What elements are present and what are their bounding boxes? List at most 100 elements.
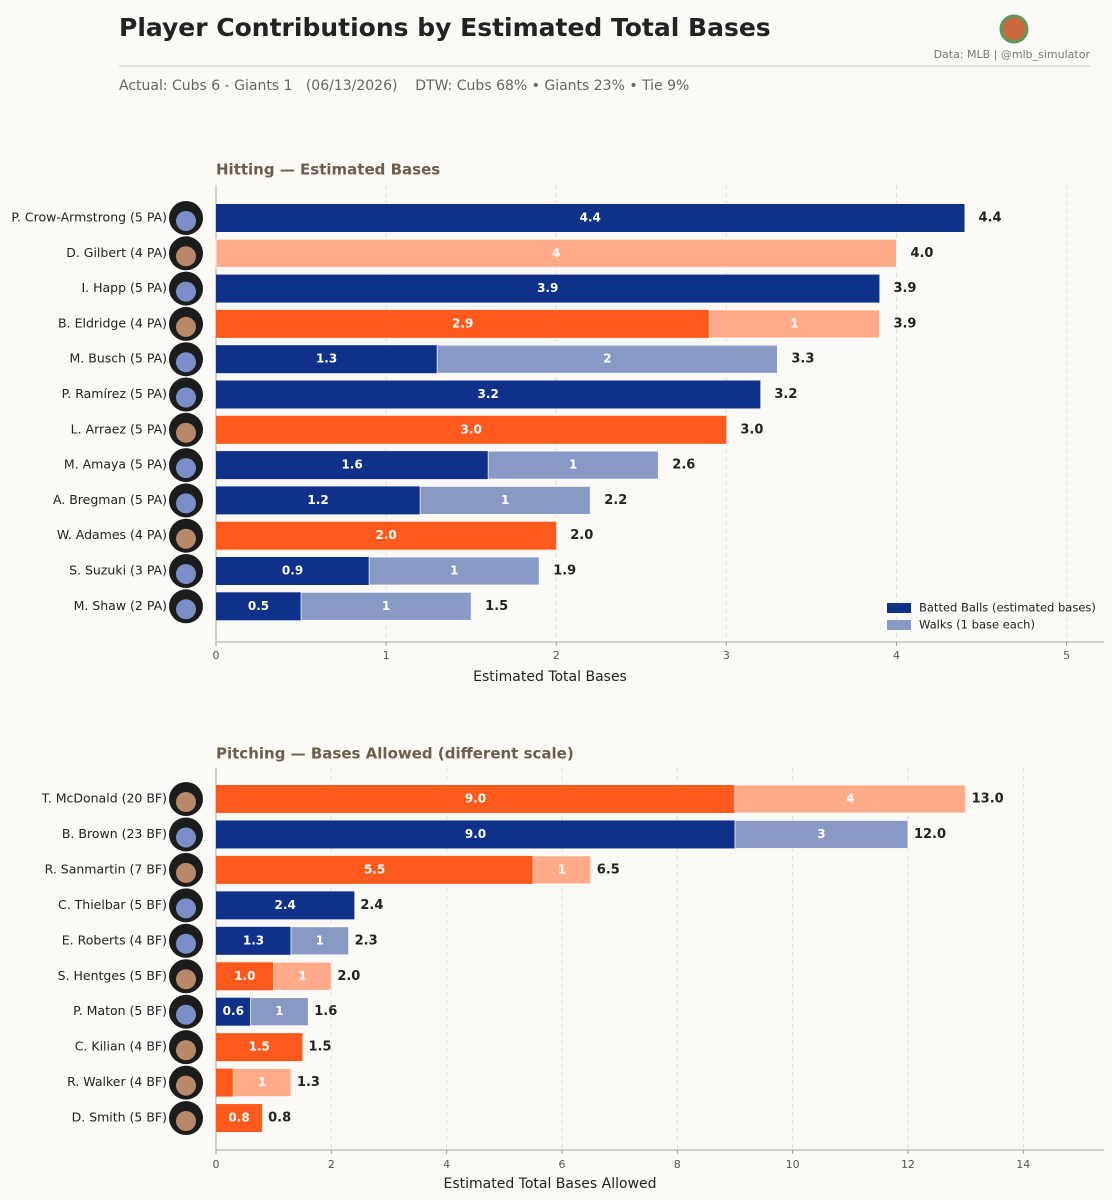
bar-batted [216,962,274,991]
player-avatar-face [176,493,196,514]
x-tick-label: 3 [723,649,730,662]
bar-batted [216,1068,234,1097]
legend-label: Batted Balls (estimated bases) [919,601,1096,615]
bar-batted [216,1033,303,1062]
x-tick-label: 12 [901,1158,915,1171]
bar-batted [216,891,355,920]
player-avatar-face [176,898,196,919]
chart-title: Hitting — Estimated Bases [216,161,440,179]
player-avatar-face [176,564,196,584]
bar-walks [734,820,909,849]
bar-batted [216,486,421,515]
player-label: P. Crow-Armstrong (5 PA) [11,210,167,225]
bar-label: 2.0 [375,528,396,542]
total-label: 1.5 [485,599,508,614]
player-avatar-face [176,246,196,267]
x-tick-label: 8 [674,1158,681,1171]
total-label: 1.5 [308,1040,331,1055]
bar-batted [216,451,489,480]
player-label: S. Hentges (5 BF) [58,968,167,983]
bar-label: 2 [603,352,611,366]
player-avatar-face [176,281,196,302]
bar-walks [273,961,332,991]
bar-batted [216,855,534,884]
bar-walks [436,344,778,374]
bar-label: 1 [569,458,577,472]
player-label: D. Gilbert (4 PA) [66,245,167,260]
total-label: 3.2 [774,387,797,402]
total-label: 3.3 [791,352,814,367]
x-tick-label: 4 [443,1158,450,1171]
page-title: Player Contributions by Estimated Total … [119,13,771,42]
x-tick-label: 2 [553,649,560,662]
player-label: R. Walker (4 BF) [67,1074,167,1089]
bar-label: 4 [552,246,560,260]
player-avatar-face [176,1075,196,1096]
player-avatar-face [176,599,196,620]
bar-batted [216,204,965,232]
bar-batted [216,274,880,303]
total-label: 4.4 [979,211,1002,226]
player-label: M. Busch (5 PA) [70,351,167,366]
player-label: D. Smith (5 BF) [72,1110,167,1125]
x-tick-label: 1 [383,649,390,662]
x-tick-label: 10 [786,1158,800,1171]
bar-batted [216,1104,263,1133]
player-avatar-face [176,316,196,337]
bar-walks [300,591,472,621]
total-label: 4.0 [910,246,933,261]
player-avatar-face [176,387,196,408]
player-avatar-face [176,827,196,848]
bar-batted [216,521,557,550]
bar-label: 4.4 [580,211,601,225]
x-tick-label: 4 [893,649,900,662]
total-label: 3.9 [893,316,916,331]
bar-batted [216,309,710,338]
player-label: W. Adames (4 PA) [57,527,167,542]
total-label: 0.8 [268,1111,291,1126]
player-label: M. Amaya (5 PA) [64,457,167,472]
bar-label: 1.5 [249,1040,270,1054]
total-label: 2.2 [604,493,627,508]
total-label: 1.6 [314,1004,337,1019]
bar-batted [216,345,438,374]
player-avatar-face [176,1004,196,1025]
player-avatar-face [176,458,196,479]
bar-label: 1.3 [316,352,337,366]
total-label: 12.0 [914,827,946,842]
bar-batted [216,592,302,621]
bar-label: 4 [846,792,854,806]
bar-walks [250,997,309,1027]
bar-walks [708,309,880,339]
player-avatar-face [176,933,196,954]
bar-walks [734,784,967,814]
player-label: C. Kilian (4 BF) [75,1039,167,1054]
player-label: A. Bregman (5 PA) [53,492,167,507]
total-label: 3.0 [740,422,763,437]
bar-label: 1 [790,316,798,330]
player-avatar-face [176,969,196,990]
legend-swatch [887,620,911,630]
bar-batted [216,926,291,955]
player-label: T. McDonald (20 BF) [41,791,167,806]
player-avatar-face [176,528,196,549]
bar-label: 0.5 [248,599,269,613]
player-avatar-face [176,1111,196,1132]
player-label: S. Suzuki (3 PA) [69,563,167,578]
bar-label: 1 [450,564,458,578]
bar-walks [487,450,659,480]
chart-title: Pitching — Bases Allowed (different scal… [216,745,574,763]
bar-walks [532,855,592,885]
bar-label: 1 [316,933,324,947]
bar-label: 1 [275,1004,283,1018]
total-label: 2.0 [570,528,593,543]
bar-label: 1 [382,599,390,613]
x-tick-label: 0 [213,649,220,662]
player-avatar-face [176,792,196,812]
total-label: 13.0 [972,792,1004,807]
bar-label: 3.2 [478,387,499,401]
bar-label: 1 [298,969,306,983]
bar-label: 0.9 [282,564,303,578]
bar-label: 9.0 [465,827,486,841]
bar-label: 2.4 [275,898,296,912]
